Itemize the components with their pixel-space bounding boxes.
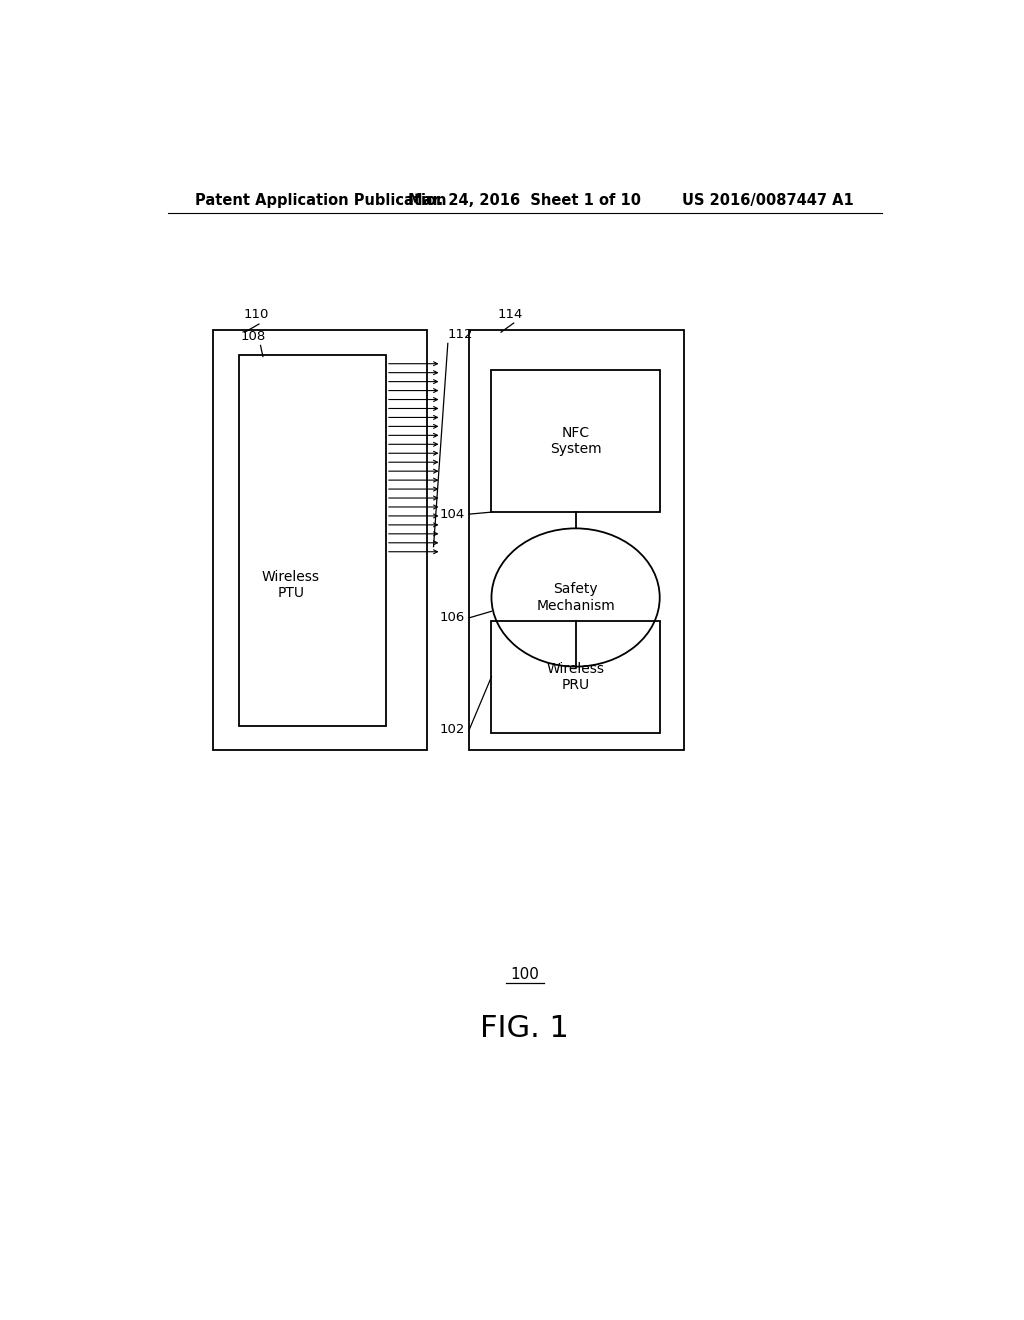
Text: 108: 108 bbox=[241, 330, 266, 343]
Text: Wireless
PTU: Wireless PTU bbox=[262, 570, 319, 601]
Text: 106: 106 bbox=[440, 611, 465, 624]
Text: Patent Application Publication: Patent Application Publication bbox=[196, 193, 446, 207]
Text: 114: 114 bbox=[498, 308, 523, 321]
Text: 102: 102 bbox=[440, 723, 465, 737]
Bar bbox=[213, 330, 427, 750]
Text: Safety
Mechanism: Safety Mechanism bbox=[537, 582, 615, 612]
Text: 104: 104 bbox=[440, 508, 465, 520]
Text: Wireless
PRU: Wireless PRU bbox=[547, 661, 604, 692]
Text: US 2016/0087447 A1: US 2016/0087447 A1 bbox=[682, 193, 854, 207]
Text: 100: 100 bbox=[510, 966, 540, 982]
Bar bbox=[492, 370, 659, 512]
Text: 112: 112 bbox=[447, 329, 473, 342]
Bar bbox=[240, 355, 386, 726]
Text: 110: 110 bbox=[243, 308, 268, 321]
Text: NFC
System: NFC System bbox=[550, 426, 601, 455]
Text: Mar. 24, 2016  Sheet 1 of 10: Mar. 24, 2016 Sheet 1 of 10 bbox=[409, 193, 641, 207]
Text: FIG. 1: FIG. 1 bbox=[480, 1014, 569, 1043]
Bar bbox=[492, 620, 659, 733]
Bar bbox=[469, 330, 684, 750]
